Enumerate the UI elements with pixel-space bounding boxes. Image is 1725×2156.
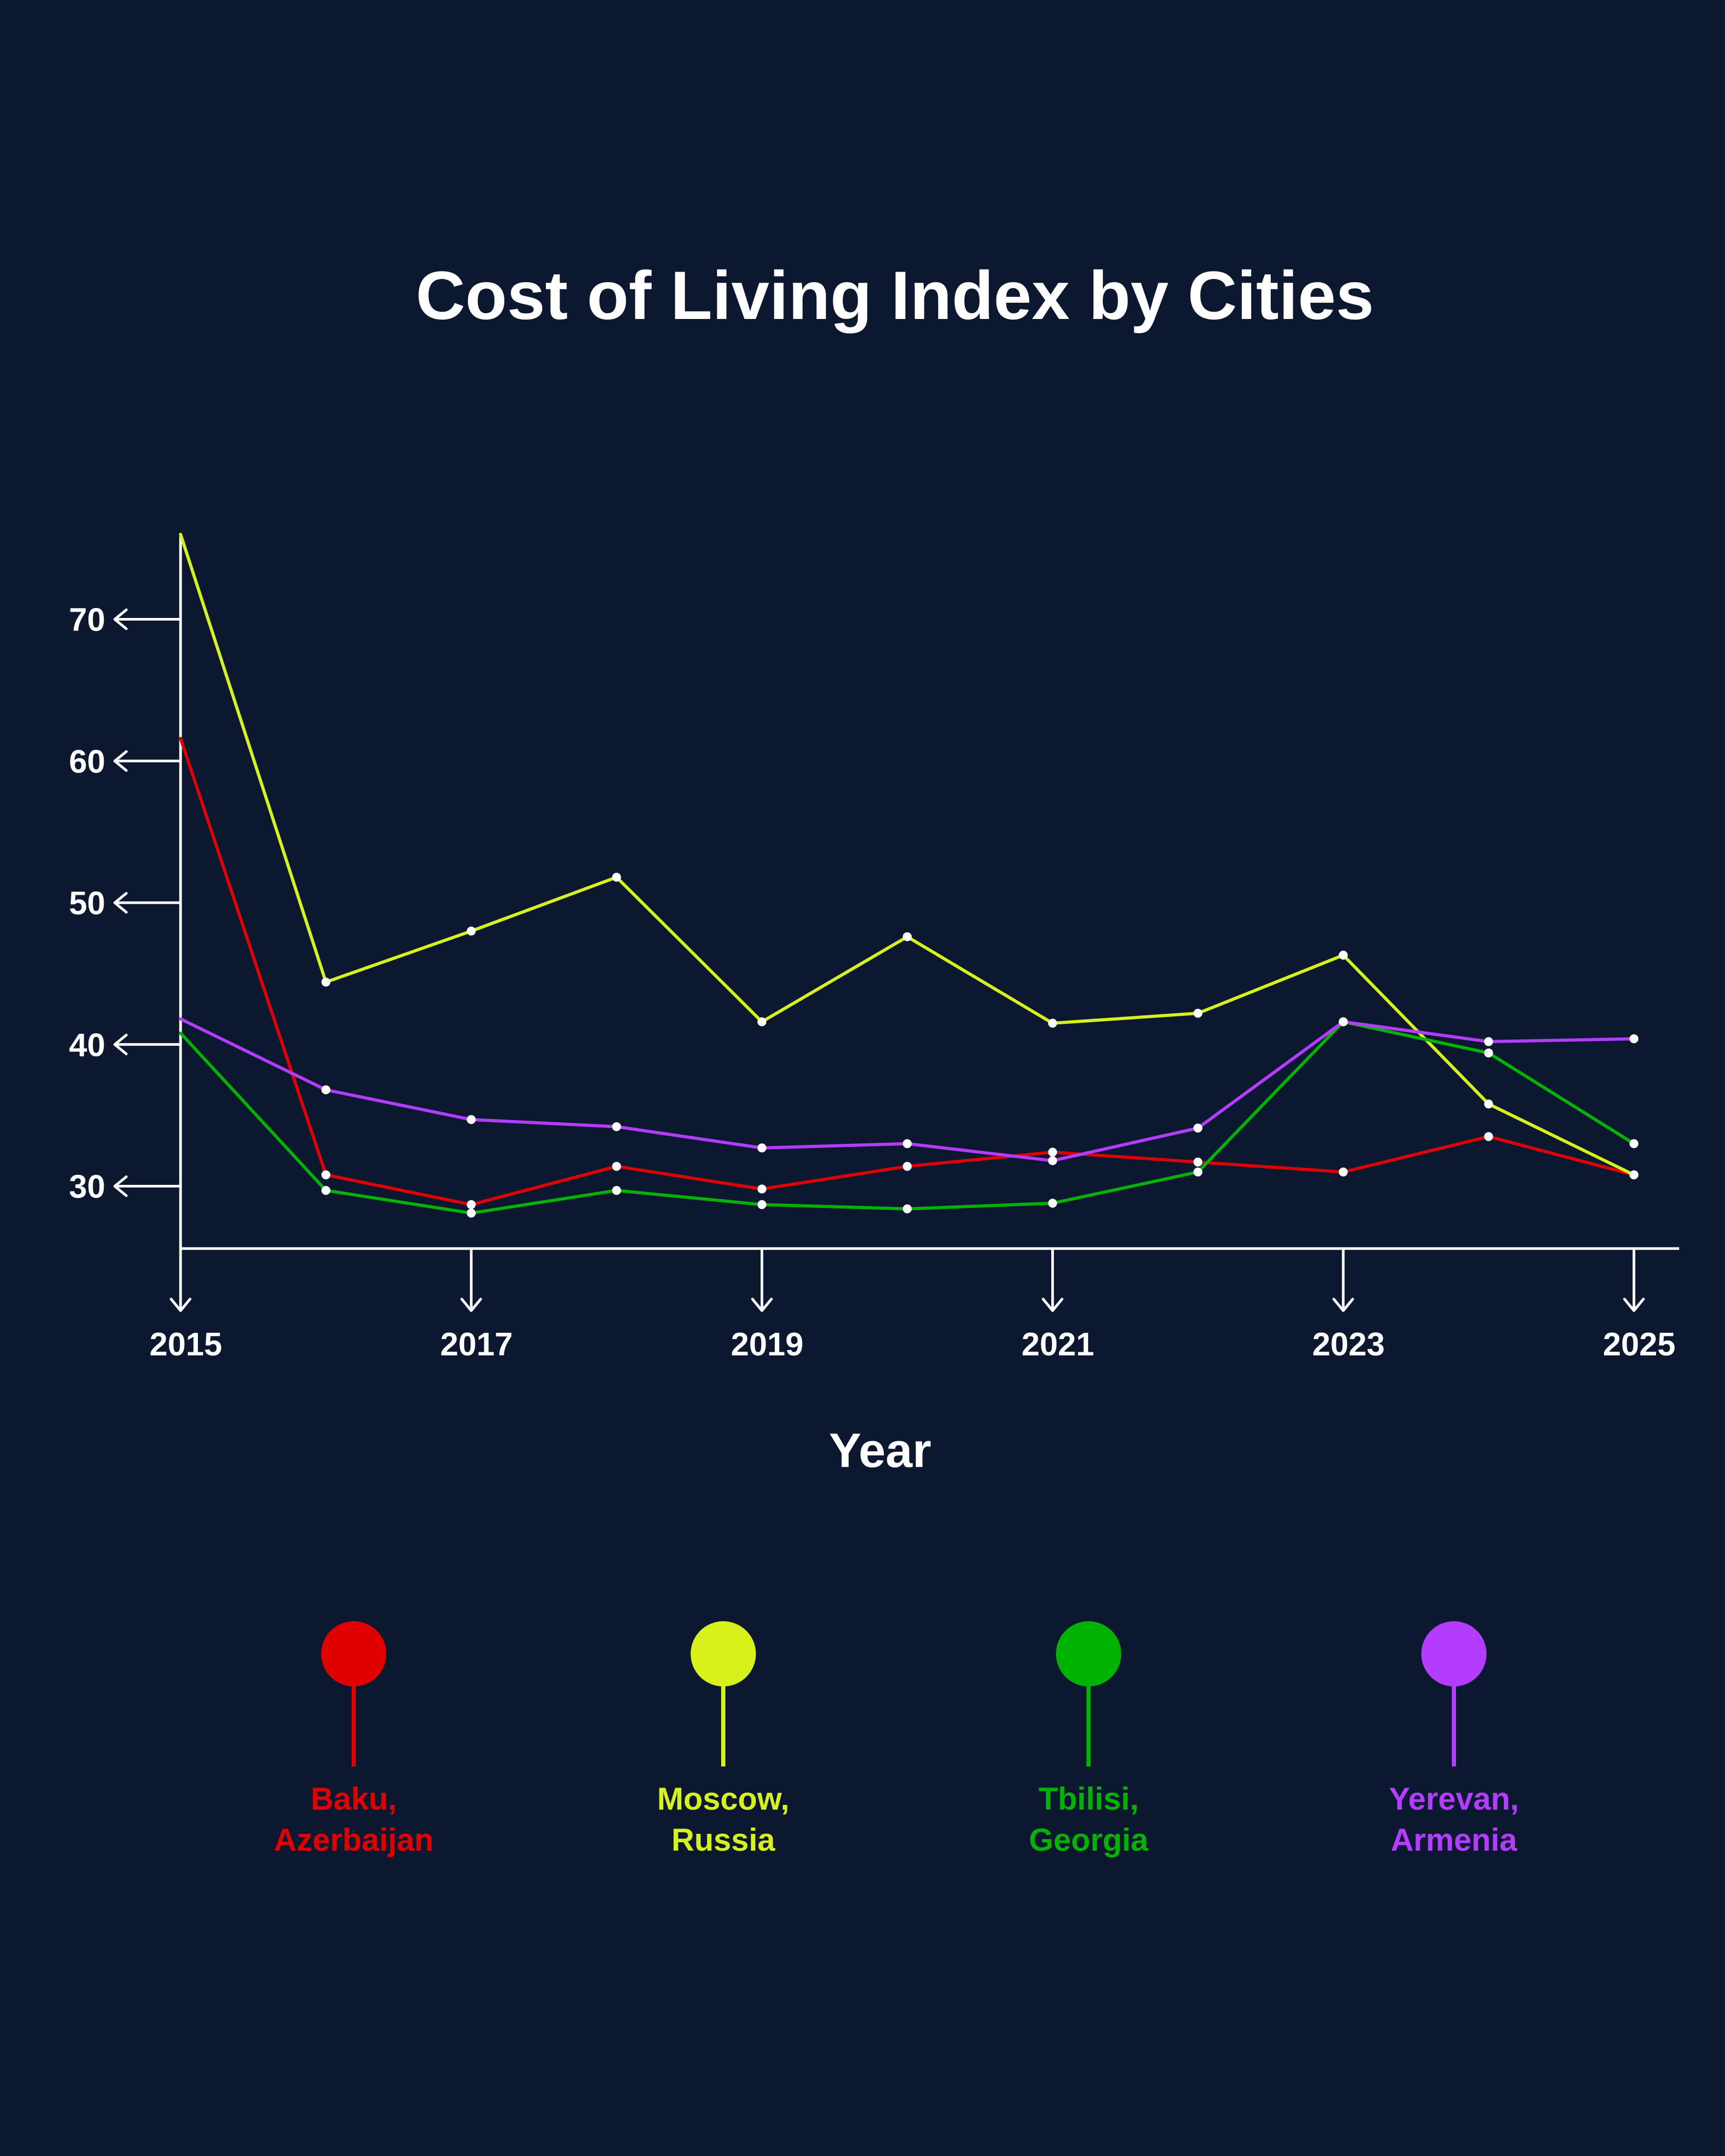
series-line [179,1020,1636,1215]
y-tick-arrow-icon [113,892,128,914]
data-point [903,1204,912,1214]
data-point [466,926,476,936]
data-point [612,1162,621,1171]
data-point [321,977,331,987]
data-point [757,1184,766,1194]
legend-label: Moscow, [657,1781,789,1816]
legend-label: Yerevan, [1389,1781,1519,1816]
data-point [466,1200,476,1210]
data-point [612,873,621,882]
data-point [903,1139,912,1149]
y-tick-arrow-icon [113,1175,128,1197]
x-tick-arrow-icon [460,1297,482,1312]
data-point [1629,1034,1639,1044]
x-axis-ticks: 2015 2017 2019 2021 2023 2025 [149,1249,1676,1363]
legend-pin-icon [1421,1621,1487,1686]
x-tick-arrow-icon [169,1297,192,1312]
data-point [321,1186,331,1195]
data-point [903,932,912,942]
legend-label: Tbilisi, [1039,1781,1139,1816]
data-point [1484,1099,1493,1109]
x-tick-arrow-icon [1623,1297,1645,1312]
data-point [1193,1009,1203,1018]
y-tick-label: 40 [69,1027,105,1063]
y-tick-arrow-icon [113,608,128,631]
data-point [1339,1017,1348,1026]
legend-item: Moscow, Russia [657,1621,790,1858]
data-point [1484,1037,1493,1046]
legend-label: Azerbaijan [274,1822,433,1858]
chart-title: Cost of Living Index by Cities [416,257,1374,334]
legend-pin-icon [1056,1621,1121,1686]
y-tick-label: 50 [69,885,105,922]
data-point [321,1085,331,1094]
data-point [1484,1132,1493,1141]
data-point [1339,1167,1348,1177]
data-point [1048,1019,1058,1028]
data-point [1339,951,1348,960]
legend-label: Georgia [1029,1822,1149,1858]
data-point [1629,1170,1639,1180]
data-point [321,1170,331,1180]
legend-label: Baku, [311,1781,396,1816]
y-tick-label: 60 [69,744,105,780]
data-point [612,1122,621,1131]
legend-label: Armenia [1391,1822,1518,1858]
x-tick-label: 2025 [1603,1326,1676,1363]
data-point [612,1186,621,1195]
data-point [1193,1157,1203,1167]
legend-pin-icon [691,1621,756,1686]
x-tick-arrow-icon [1332,1297,1354,1312]
legend-item: Yerevan, Armenia [1389,1621,1519,1858]
data-point [757,1017,766,1026]
series-line [179,736,1636,1206]
x-tick-label: 2017 [440,1326,513,1363]
x-tick-arrow-icon [1042,1297,1064,1312]
data-point [1193,1123,1203,1133]
legend-item: Tbilisi, Georgia [1029,1621,1149,1858]
x-tick-label: 2023 [1312,1326,1385,1363]
series-lines [179,533,1636,1215]
legend: Baku, Azerbaijan Moscow, Russia Tbilisi, Geor… [274,1621,1519,1858]
series-line [179,533,1636,1176]
data-point [1048,1199,1058,1208]
y-tick-label: 70 [69,602,105,638]
data-point [903,1162,912,1171]
legend-label: Russia [672,1822,775,1858]
y-tick-arrow-icon [113,750,128,772]
chart-axes [179,534,1679,1250]
y-tick-arrow-icon [113,1033,128,1055]
x-axis-label: Year [829,1424,931,1478]
x-tick-label: 2021 [1022,1326,1094,1363]
x-tick-arrow-icon [751,1297,773,1312]
data-point [757,1200,766,1210]
y-axis-ticks: 30 40 50 60 70 [69,602,181,1205]
y-tick-label: 30 [69,1169,105,1205]
x-tick-label: 2015 [149,1326,222,1363]
series-markers [321,873,1639,1218]
data-point [757,1143,766,1153]
data-point [466,1115,476,1124]
data-point [1048,1156,1058,1165]
data-point [1048,1147,1058,1157]
legend-pin-icon [321,1621,386,1686]
x-tick-label: 2019 [731,1326,803,1363]
legend-item: Baku, Azerbaijan [274,1621,434,1858]
data-point [1193,1167,1203,1177]
data-point [1629,1139,1639,1149]
data-point [466,1209,476,1218]
data-point [1484,1048,1493,1057]
